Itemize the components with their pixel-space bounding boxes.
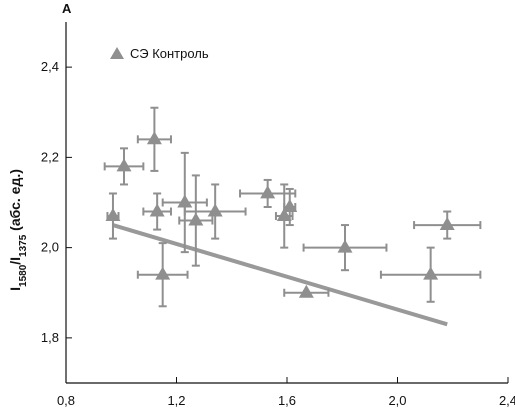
data-point-triangle bbox=[207, 203, 223, 217]
ticks: 0,8 1,2 1,6 2,0 2,4 1,8 2,0 2,2 2,4 bbox=[41, 59, 515, 408]
legend-label: СЭ Контроль bbox=[130, 46, 209, 61]
axes bbox=[65, 22, 508, 384]
data-point-triangle bbox=[276, 207, 292, 221]
y-tick-label: 2,0 bbox=[41, 240, 59, 255]
data-point-triangle bbox=[177, 194, 193, 208]
panel-label: A bbox=[62, 1, 72, 16]
data-point-triangle bbox=[260, 185, 276, 199]
data-point-triangle bbox=[423, 266, 439, 280]
data-point-triangle bbox=[282, 198, 298, 212]
svg-text:I1580/I1375 (абс. ед.): I1580/I1375 (абс. ед.) bbox=[7, 169, 29, 291]
y-tick-label: 1,8 bbox=[41, 330, 59, 345]
y-axis-title-part1: I bbox=[7, 287, 23, 291]
x-tick-label: 2,4 bbox=[499, 393, 515, 408]
trendline bbox=[112, 223, 448, 327]
x-tick-label: 0,8 bbox=[57, 393, 75, 408]
y-axis-title-part2: /I bbox=[7, 257, 23, 265]
data-point-triangle bbox=[105, 207, 121, 221]
y-tick-label: 2,4 bbox=[41, 59, 59, 74]
data-point-triangle bbox=[146, 131, 162, 145]
data-point-triangle bbox=[155, 266, 171, 280]
x-tick-label: 1,2 bbox=[167, 393, 185, 408]
y-axis-title-sub1: 1580 bbox=[18, 264, 29, 287]
data-point-triangle bbox=[298, 284, 314, 298]
data-points bbox=[105, 131, 455, 298]
trendline-group bbox=[112, 223, 448, 327]
data-point-triangle bbox=[439, 217, 455, 231]
y-axis-title-part3: (абс. ед.) bbox=[7, 169, 23, 235]
x-tick-label: 2,0 bbox=[388, 393, 406, 408]
data-point-triangle bbox=[149, 203, 165, 217]
legend: СЭ Контроль bbox=[110, 46, 209, 61]
y-tick-label: 2,2 bbox=[41, 149, 59, 164]
legend-triangle-icon bbox=[110, 47, 124, 59]
data-point-triangle bbox=[188, 212, 204, 226]
data-point-triangle bbox=[337, 239, 353, 253]
y-axis-title-sub2: 1375 bbox=[18, 234, 29, 257]
y-axis-title: I1580/I1375 (абс. ед.) bbox=[7, 169, 29, 291]
x-tick-label: 1,6 bbox=[278, 393, 296, 408]
data-point-triangle bbox=[116, 158, 132, 172]
